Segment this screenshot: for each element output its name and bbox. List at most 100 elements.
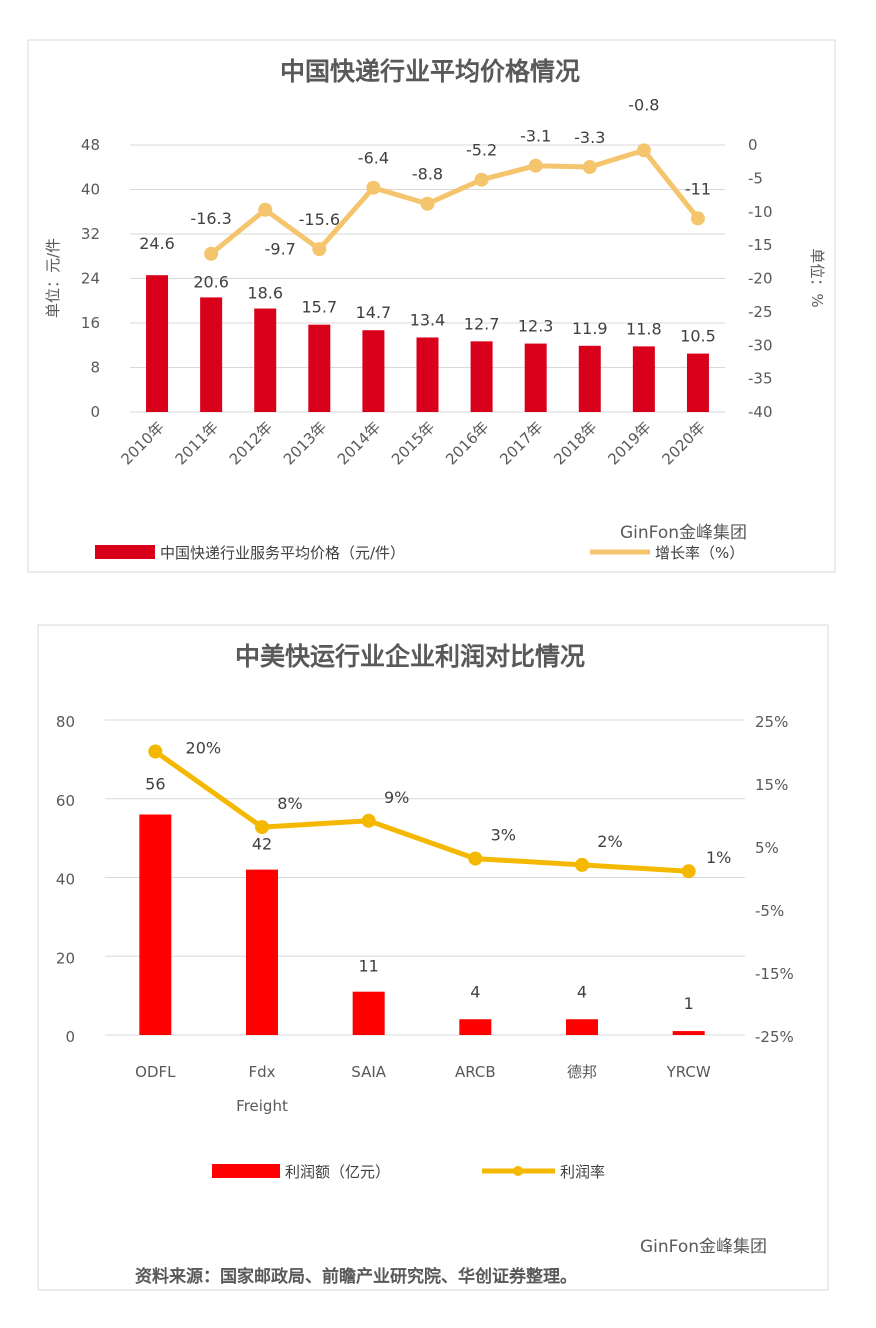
y2-tick-label: 0 [748, 136, 758, 154]
bar [139, 814, 172, 1035]
growth-data-label: -9.7 [265, 240, 296, 259]
bar [254, 308, 277, 412]
profit-rate-point [468, 851, 483, 866]
x-tick-label: ARCB [455, 1063, 496, 1081]
bar-data-label: 13.4 [410, 310, 446, 329]
chart2-title: 中美快运行业企业利润对比情况 [235, 642, 585, 671]
chart1-ylabel: 单位：元/件 [44, 238, 62, 318]
bar-data-label: 12.7 [464, 314, 500, 333]
bar-data-label: 14.7 [356, 303, 392, 322]
x-tick-label: Fdx [248, 1063, 275, 1081]
growth-line [209, 147, 700, 256]
growth-data-label: -0.8 [628, 95, 659, 114]
y-tick-label: 48 [81, 136, 100, 154]
y2-tick-label: -10 [748, 203, 773, 221]
profit-rate-point [255, 820, 269, 835]
bar [146, 275, 169, 412]
legend1-line-label: 增长率（%） [655, 544, 744, 562]
y-tick-label: 20 [56, 949, 75, 967]
profit-rate-point [148, 744, 163, 759]
bar-data-label: 4 [577, 982, 587, 1001]
y2-tick-label: 25% [755, 713, 788, 731]
growth-data-label: -3.3 [574, 128, 605, 147]
y-tick-label: 60 [56, 792, 75, 810]
profit-rate-point [681, 864, 696, 879]
chart2-marks: 0 20 40 60 80 25% 15% 5% -5% -15% -25% ODFL Fdx Freig… [56, 713, 794, 1115]
bar [362, 330, 385, 412]
bar [352, 991, 385, 1035]
growth-point [582, 160, 597, 175]
x-tick-label: ODFL [135, 1063, 176, 1081]
x-tick-label: YRCW [666, 1063, 711, 1081]
bar [416, 337, 439, 412]
legend2-bar-label: 利润额（亿元） [285, 1163, 390, 1181]
growth-point [258, 202, 273, 217]
y2-tick-label: -25% [755, 1028, 794, 1046]
x-tick-label: SAIA [351, 1063, 386, 1081]
profit-rate-data-label: 9% [384, 788, 409, 807]
y-tick-label: 24 [81, 270, 100, 288]
growth-point [690, 211, 705, 226]
y-tick-label: 8 [90, 359, 100, 377]
growth-point [636, 143, 651, 158]
legend1-bar-label: 中国快递行业服务平均价格（元/件） [160, 544, 405, 562]
bar [672, 1031, 705, 1035]
watermark-2: GinFon金峰集团 [640, 1237, 767, 1257]
legend2-bar-swatch [212, 1164, 280, 1178]
y2-tick-label: -15 [748, 236, 773, 254]
growth-point [528, 158, 543, 173]
bar-data-label: 11.8 [626, 319, 662, 338]
source-note: 资料来源：国家邮政局、前瞻产业研究院、华创证券整理。 [135, 1266, 577, 1287]
x-tick-label: Freight [236, 1097, 288, 1115]
bar [686, 353, 709, 412]
y2-tick-label: -30 [748, 336, 773, 354]
bar-data-label: 10.5 [680, 327, 716, 346]
bar-data-label: 15.7 [302, 298, 338, 317]
y-tick-label: 0 [90, 403, 100, 421]
bar-data-label: 12.3 [518, 317, 554, 336]
bar-data-label: 24.6 [139, 234, 175, 253]
y-tick-label: 40 [56, 871, 75, 889]
growth-point [474, 172, 489, 187]
y2-tick-label: -25 [748, 303, 773, 321]
bar [308, 324, 331, 412]
profit-rate-point [575, 857, 589, 872]
profit-rate-data-label: 8% [277, 794, 302, 813]
growth-data-label: -16.3 [190, 209, 231, 228]
profit-rate-data-label: 3% [491, 826, 516, 845]
legend2-line-label: 利润率 [560, 1163, 605, 1181]
growth-data-label: -5.2 [466, 141, 497, 160]
growth-data-label: -3.1 [520, 127, 551, 146]
chart1-title: 中国快递行业平均价格情况 [280, 57, 580, 86]
bar [470, 341, 493, 412]
profit-rate-point [361, 813, 376, 828]
growth-point [312, 242, 327, 257]
bar [246, 869, 278, 1035]
bar [566, 1019, 598, 1035]
profit-rate-data-label: 20% [186, 739, 222, 758]
bar-data-label: 18.6 [247, 284, 283, 303]
bar-data-label: 20.6 [193, 272, 229, 291]
bar-data-label: 1 [684, 994, 694, 1013]
y-tick-label: 40 [81, 181, 100, 199]
bar-data-label: 56 [145, 775, 165, 794]
growth-data-label: -15.6 [299, 210, 340, 229]
growth-point [204, 246, 219, 261]
bar [200, 297, 223, 412]
growth-data-label: -8.8 [412, 165, 443, 184]
y2-tick-label: -20 [748, 270, 773, 288]
bar-data-label: 11.9 [572, 319, 608, 338]
bar [459, 1019, 492, 1035]
profit-rate-line [153, 749, 689, 874]
y-tick-label: 32 [81, 225, 100, 243]
y2-tick-label: 5% [755, 839, 779, 857]
growth-point [366, 180, 381, 195]
bar [632, 346, 655, 412]
y-tick-label: 16 [81, 314, 100, 332]
profit-rate-data-label: 2% [597, 832, 622, 851]
bar [524, 343, 547, 412]
y2-tick-label: -15% [755, 965, 794, 983]
x-tick-label: 德邦 [567, 1063, 597, 1081]
growth-point [420, 196, 435, 211]
bar-data-label: 4 [470, 982, 480, 1001]
